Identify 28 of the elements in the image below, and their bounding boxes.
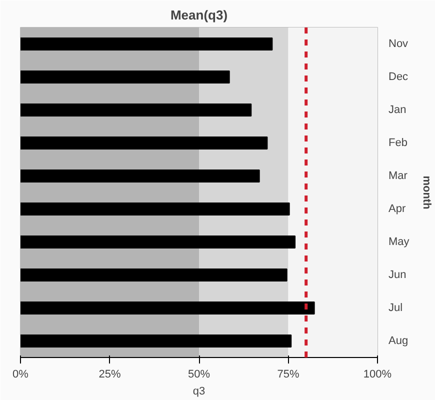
y-tick-label: Nov [388,38,409,50]
y-tick-label: Mar [388,170,408,182]
bar [20,202,290,216]
bar [20,170,260,182]
x-axis-title: q3 [192,386,206,398]
bar [20,104,252,116]
x-tick-label: 25% [98,368,121,380]
x-tick-label: 50% [188,368,210,380]
bar [20,334,292,348]
bar [20,268,288,282]
bar [20,302,315,314]
chart-title: Mean(q3) [170,8,228,22]
y-tick-label: Jan [388,104,406,116]
x-tick-label: 75% [277,368,300,380]
bar [20,70,230,84]
bar [20,136,268,150]
y-tick-label: Aug [388,335,408,347]
y-tick-label: Jul [388,302,403,314]
bar [20,236,296,248]
y-tick-label: Jun [388,269,406,281]
y2-axis-title: month [420,176,432,210]
y-tick-label: May [388,236,410,248]
x-tick-label: 0% [12,368,29,380]
y-tick-label: Apr [388,203,406,215]
y-tick-label: Dec [388,71,409,83]
x-tick-label: 100% [363,368,392,380]
y-tick-label: Feb [388,137,408,149]
bar [20,38,273,50]
